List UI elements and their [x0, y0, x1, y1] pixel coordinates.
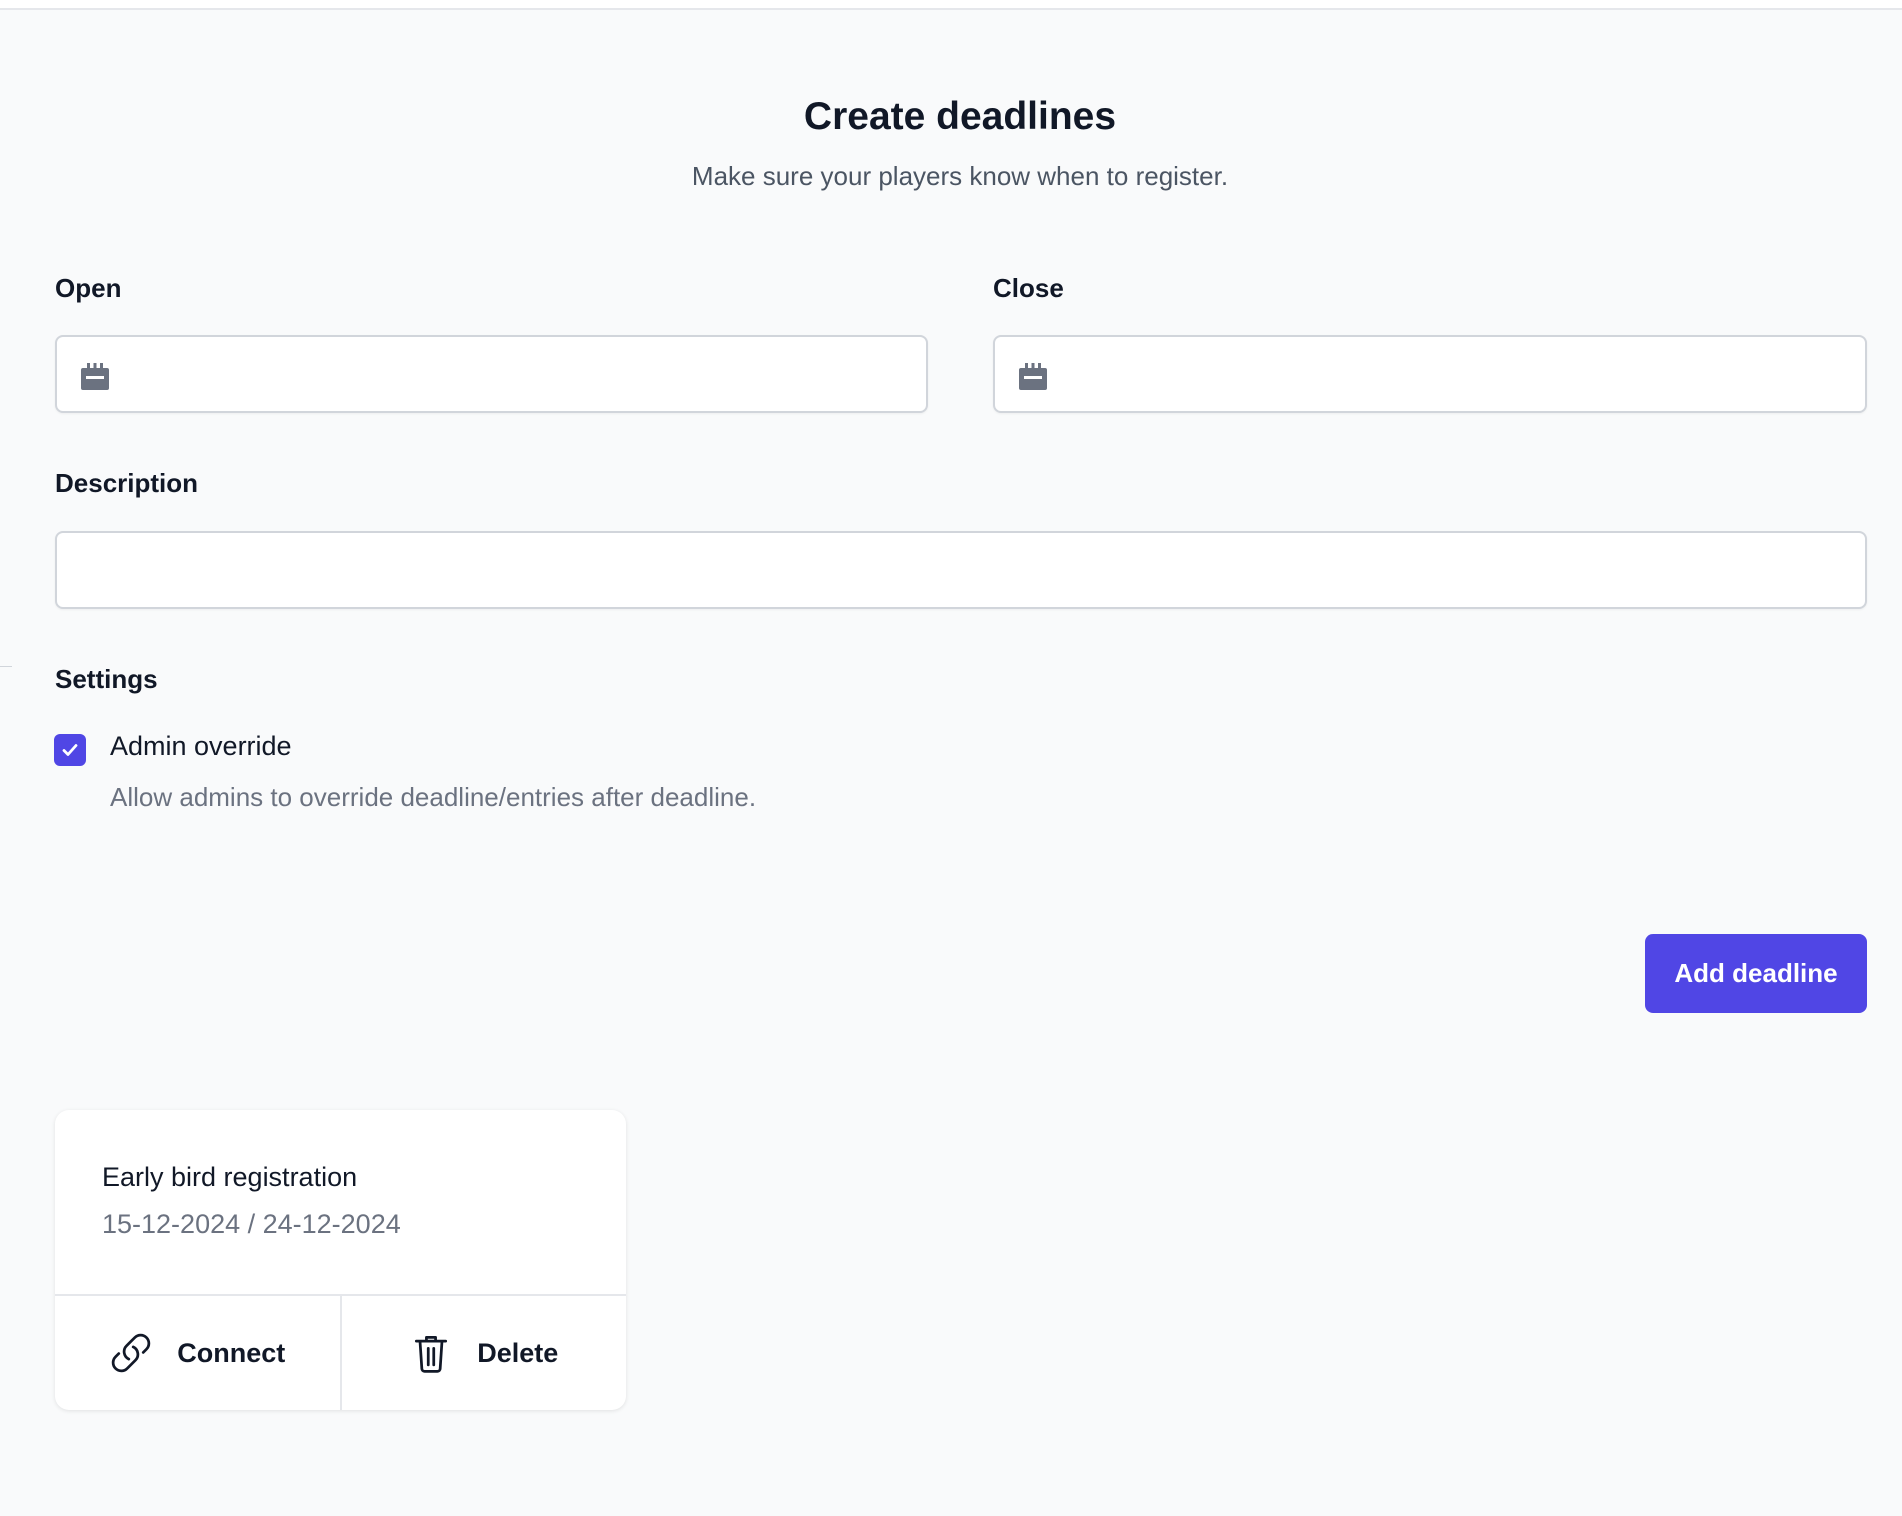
close-date-field[interactable] [993, 335, 1867, 413]
deadline-title: Early bird registration [102, 1162, 358, 1192]
calendar-icon [1019, 363, 1047, 390]
admin-override-label[interactable]: Admin override [110, 731, 292, 761]
page-title: Create deadlines [803, 95, 1117, 138]
connect-button[interactable]: Connect [55, 1296, 340, 1410]
admin-override-help: Allow admins to override deadline/entrie… [110, 782, 757, 812]
description-input[interactable] [57, 533, 1865, 607]
delete-button[interactable]: Delete [339, 1296, 627, 1410]
page-subtitle: Make sure your players know when to regi… [691, 161, 1229, 191]
check-icon [62, 744, 78, 756]
trash-icon [415, 1336, 448, 1373]
open-label: Open [55, 273, 122, 303]
top-border [0, 0, 1902, 10]
close-label: Close [993, 273, 1064, 303]
deadline-card: Early bird registration 15-12-2024 / 24-… [55, 1110, 626, 1410]
divider [0, 666, 12, 667]
deadline-dates: 15-12-2024 / 24-12-2024 [102, 1209, 401, 1239]
settings-heading: Settings [55, 664, 158, 694]
connect-label: Connect [177, 1337, 286, 1368]
card-actions: Connect Delete [55, 1294, 626, 1410]
description-field[interactable] [55, 531, 1867, 609]
add-deadline-button[interactable]: Add deadline [1645, 934, 1867, 1013]
admin-override-checkbox[interactable] [54, 734, 86, 766]
calendar-icon [81, 363, 109, 390]
delete-label: Delete [477, 1337, 559, 1368]
open-date-input[interactable] [57, 337, 926, 411]
open-date-field[interactable] [55, 335, 928, 413]
close-date-input[interactable] [995, 337, 1865, 411]
link-icon [112, 1333, 151, 1373]
description-label: Description [55, 468, 199, 498]
